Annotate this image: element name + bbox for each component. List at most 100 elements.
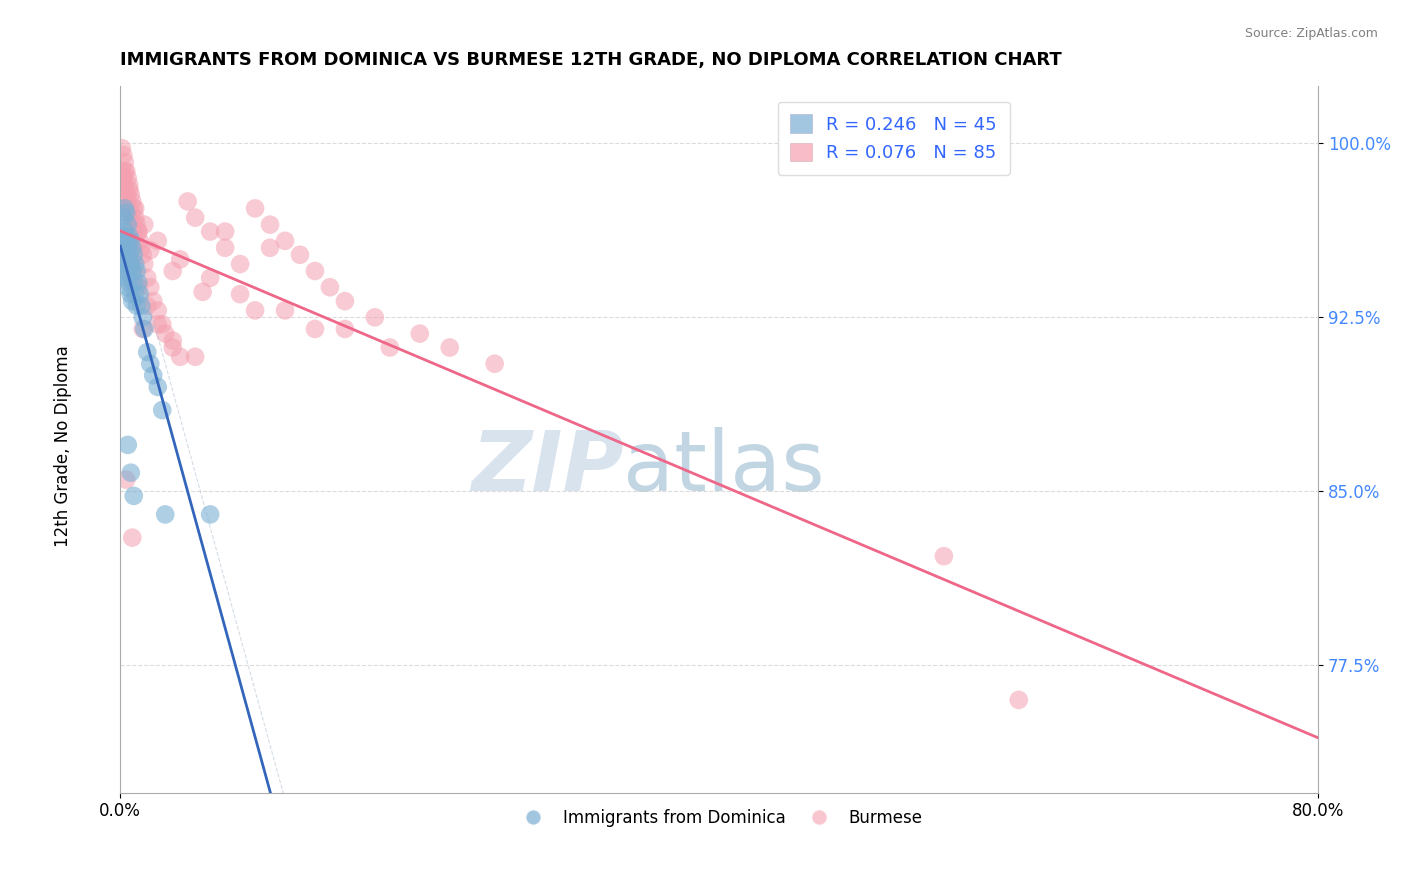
Point [120, 466, 142, 480]
Point [198, 271, 221, 285]
Point [117, 194, 139, 209]
Point [198, 225, 221, 239]
Point [125, 264, 148, 278]
Point [129, 299, 152, 313]
Point [259, 218, 281, 232]
Point [121, 194, 143, 209]
Point [114, 164, 136, 178]
Point [184, 350, 207, 364]
Text: ZIP: ZIP [471, 427, 623, 508]
Point [115, 187, 138, 202]
Point [121, 264, 143, 278]
Point [121, 218, 143, 232]
Point [118, 276, 141, 290]
Point [114, 202, 136, 216]
Point [139, 280, 162, 294]
Point [112, 171, 135, 186]
Point [484, 357, 506, 371]
Point [125, 218, 148, 232]
Point [115, 187, 138, 202]
Point [142, 368, 165, 383]
Point [112, 241, 135, 255]
Point [146, 303, 169, 318]
Point [128, 234, 150, 248]
Point [142, 294, 165, 309]
Point [127, 280, 149, 294]
Point [122, 489, 145, 503]
Point [146, 380, 169, 394]
Point [112, 211, 135, 225]
Point [274, 234, 297, 248]
Point [364, 310, 387, 325]
Point [124, 211, 146, 225]
Point [117, 171, 139, 186]
Point [319, 280, 342, 294]
Point [409, 326, 432, 341]
Point [111, 229, 134, 244]
Point [146, 234, 169, 248]
Point [229, 287, 252, 301]
Point [114, 264, 136, 278]
Point [243, 202, 266, 216]
Point [214, 225, 236, 239]
Point [274, 303, 297, 318]
Point [117, 264, 139, 278]
Point [214, 241, 236, 255]
Point [111, 252, 134, 267]
Point [118, 248, 141, 262]
Point [136, 345, 159, 359]
Point [124, 257, 146, 271]
Point [121, 241, 143, 255]
Point [139, 243, 162, 257]
Point [132, 322, 155, 336]
Point [120, 206, 142, 220]
Point [333, 294, 356, 309]
Point [127, 225, 149, 239]
Point [118, 202, 141, 216]
Point [155, 326, 177, 341]
Point [129, 241, 152, 255]
Point [120, 187, 142, 202]
Point [155, 508, 177, 522]
Point [117, 248, 139, 262]
Point [378, 341, 401, 355]
Point [124, 202, 146, 216]
Point [121, 294, 143, 309]
Point [304, 322, 326, 336]
Point [134, 322, 156, 336]
Point [134, 218, 156, 232]
Point [115, 473, 138, 487]
Point [333, 322, 356, 336]
Point [127, 225, 149, 239]
Point [134, 257, 156, 271]
Point [114, 202, 136, 216]
Point [1008, 693, 1031, 707]
Point [115, 271, 138, 285]
Point [150, 403, 173, 417]
Point [169, 350, 191, 364]
Point [184, 211, 207, 225]
Point [120, 234, 142, 248]
Point [127, 276, 149, 290]
Point [111, 164, 134, 178]
Point [932, 549, 955, 564]
Point [191, 285, 214, 299]
Point [169, 252, 191, 267]
Point [176, 194, 198, 209]
Point [124, 287, 146, 301]
Point [162, 264, 184, 278]
Point [198, 508, 221, 522]
Point [243, 303, 266, 318]
Point [128, 287, 150, 301]
Point [115, 164, 138, 178]
Text: 12th Grade, No Diploma: 12th Grade, No Diploma [55, 345, 72, 547]
Point [117, 280, 139, 294]
Point [288, 248, 311, 262]
Point [114, 178, 136, 193]
Point [114, 155, 136, 169]
Text: atlas: atlas [623, 427, 825, 508]
Point [118, 183, 141, 197]
Legend: Immigrants from Dominica, Burmese: Immigrants from Dominica, Burmese [509, 803, 929, 834]
Point [118, 229, 141, 244]
Point [112, 171, 135, 186]
